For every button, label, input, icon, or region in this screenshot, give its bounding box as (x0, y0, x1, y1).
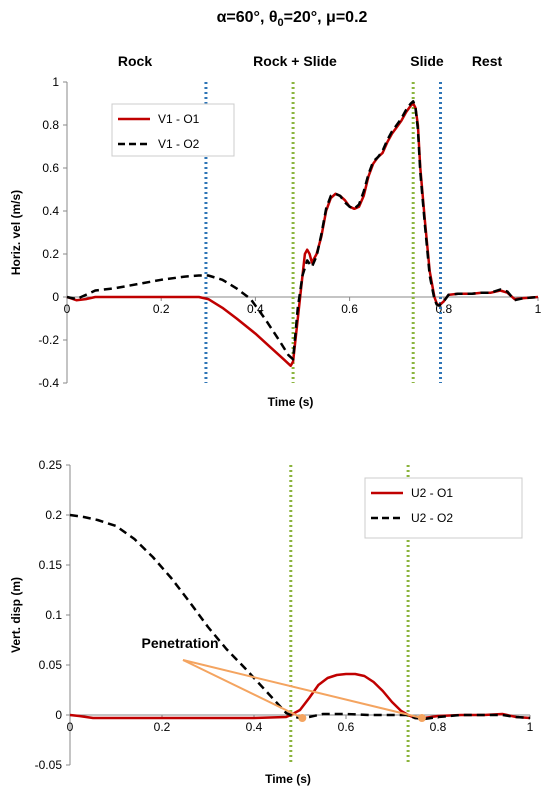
legend-label: U2 - O1 (411, 486, 453, 500)
legend-label: V1 - O2 (158, 137, 200, 151)
series-line (70, 674, 530, 718)
penetration-annotation: Penetration (141, 635, 218, 651)
x-axis-label: Time (s) (265, 772, 311, 786)
y-tick-label: 0.1 (45, 608, 62, 622)
y-tick-label: 0.15 (39, 558, 63, 572)
y-tick-label: 1 (52, 75, 59, 89)
x-tick-label: 0.6 (341, 302, 358, 316)
x-tick-label: 0.2 (154, 720, 171, 734)
legend-label: U2 - O2 (411, 511, 453, 525)
y-tick-label: 0.8 (42, 118, 59, 132)
x-tick-label: 0.8 (430, 720, 447, 734)
y-tick-label: 0.6 (42, 161, 59, 175)
x-tick-label: 0 (64, 302, 71, 316)
x-tick-label: 0.4 (246, 720, 263, 734)
phase-label: Rest (472, 53, 503, 69)
phase-label: Rock (118, 53, 152, 69)
vertical-displacement-chart: -0.05 0 0.05 0.1 0.15 0.2 0.25 0 0.2 0.4 0.6 0.8 1 Ti… (9, 458, 534, 786)
x-tick-label: 0 (67, 720, 74, 734)
y-tick-label: 0.2 (42, 247, 59, 261)
penetration-marker (298, 714, 306, 722)
y-tick-label: 0 (52, 290, 59, 304)
x-tick-label: 1 (527, 720, 534, 734)
annotation-arrow (183, 660, 302, 718)
x-tick-label: 1 (535, 302, 542, 316)
legend-label: V1 - O1 (158, 112, 200, 126)
y-tick-label: -0.4 (38, 376, 59, 390)
y-axis-label: Horiz. vel (m/s) (9, 190, 23, 275)
phase-label: Slide (410, 53, 444, 69)
penetration-marker (418, 714, 426, 722)
y-axis-label: Vert. disp (m) (9, 577, 23, 653)
y-tick-label: 0.4 (42, 204, 59, 218)
y-tick-label: -0.2 (38, 333, 59, 347)
annotation-arrow (183, 660, 422, 718)
y-tick-label: -0.05 (35, 758, 63, 772)
x-tick-label: 0.2 (153, 302, 170, 316)
figure-title: α=60°, θ0=20°, μ=0.2 (217, 9, 368, 29)
y-tick-label: 0.2 (45, 508, 62, 522)
y-tick-label: 0.25 (39, 458, 63, 472)
x-axis-label: Time (s) (268, 395, 314, 409)
phase-label: Rock + Slide (253, 53, 337, 69)
y-tick-label: 0 (55, 708, 62, 722)
y-tick-label: 0.05 (39, 658, 63, 672)
horizontal-velocity-chart: -0.4-0.200.20.40.60.810 0.2 0.4 0.6 0.8 1Time… (9, 53, 542, 409)
x-tick-label: 0.6 (338, 720, 355, 734)
